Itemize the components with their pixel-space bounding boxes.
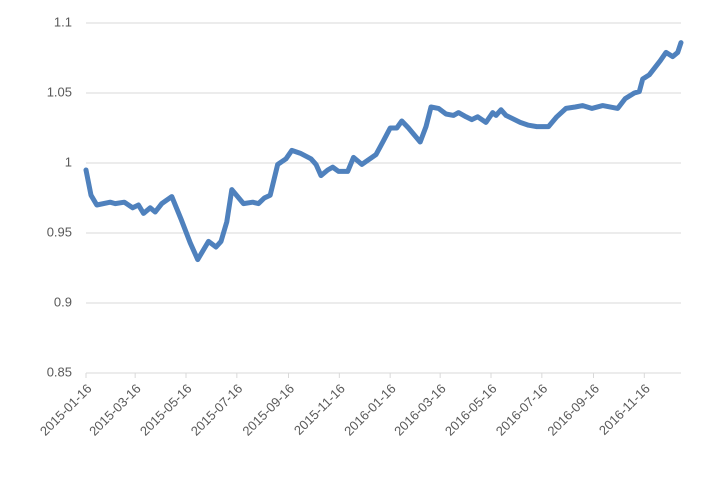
x-tick-label: 2016-07-16 bbox=[493, 381, 551, 439]
x-tick-label: 2016-05-16 bbox=[442, 381, 500, 439]
x-tick-label: 2015-09-16 bbox=[239, 381, 297, 439]
y-tick-label: 1 bbox=[65, 154, 72, 169]
y-tick-label: 1.05 bbox=[47, 84, 72, 99]
x-tick-label: 2015-03-16 bbox=[86, 381, 144, 439]
y-tick-label: 0.85 bbox=[47, 364, 72, 379]
y-tick-label: 0.95 bbox=[47, 224, 72, 239]
x-tick-label: 2015-05-16 bbox=[137, 381, 195, 439]
x-tick-label: 2016-03-16 bbox=[391, 381, 449, 439]
x-tick-label: 2015-11-16 bbox=[291, 381, 348, 438]
x-tick-label: 2016-11-16 bbox=[596, 381, 653, 438]
x-tick-label: 2015-01-16 bbox=[37, 381, 95, 439]
x-tick-label: 2016-09-16 bbox=[544, 381, 602, 439]
x-tick-label: 2015-07-16 bbox=[188, 381, 246, 439]
y-tick-label: 0.9 bbox=[54, 294, 72, 309]
x-tick-label: 2016-01-16 bbox=[341, 381, 399, 439]
y-tick-label: 1.1 bbox=[54, 14, 72, 29]
data-line bbox=[83, 40, 684, 263]
